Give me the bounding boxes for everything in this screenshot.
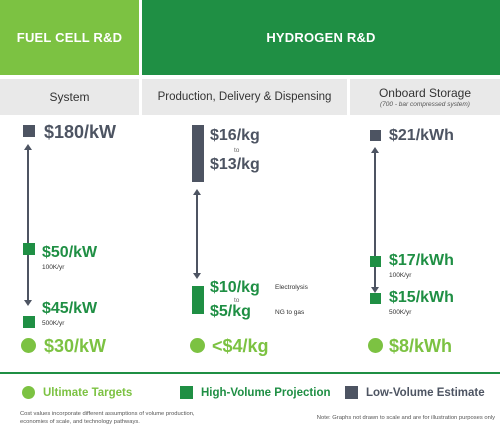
system-high-volume-1-note: 100K/yr bbox=[42, 264, 65, 271]
system-ultimate-marker bbox=[21, 338, 36, 353]
storage-low-volume-price: $21/kWh bbox=[389, 127, 454, 144]
storage-ultimate-marker bbox=[368, 338, 383, 353]
system-high-volume-1-marker bbox=[23, 243, 35, 255]
production-arrow-down bbox=[193, 273, 201, 279]
production-high-volume-1-note: Electrolysis bbox=[275, 284, 308, 291]
legend-divider bbox=[0, 372, 500, 374]
legend-high-volume-label: High-Volume Projection bbox=[201, 386, 331, 399]
system-arrow-down bbox=[24, 300, 32, 306]
production-ultimate-price: <$4/kg bbox=[212, 336, 269, 356]
storage-high-volume-1-note: 100K/yr bbox=[389, 272, 412, 279]
production-high-volume-2-note: NG to gas bbox=[275, 309, 305, 316]
hydrogen-header: HYDROGEN R&D bbox=[142, 0, 500, 75]
legend-ultimate-label: Ultimate Targets bbox=[43, 386, 133, 399]
storage-low-volume-marker bbox=[370, 130, 381, 141]
system-range-line bbox=[27, 150, 29, 300]
legend-high-volume-square-icon bbox=[180, 386, 193, 399]
production-high-volume-2-price: $5/kg bbox=[210, 303, 251, 320]
production-range-line bbox=[196, 195, 198, 273]
system-high-volume-2-note: 500K/yr bbox=[42, 320, 65, 327]
system-subheader-label: System bbox=[49, 90, 90, 104]
production-high-volume-marker bbox=[192, 286, 204, 314]
system-high-volume-2-price: $45/kW bbox=[42, 300, 98, 317]
fuel-cell-header-label: FUEL CELL R&D bbox=[16, 30, 123, 45]
production-low-volume-top-price: $16/kg bbox=[210, 127, 260, 144]
storage-range-line bbox=[374, 153, 376, 287]
system-high-volume-2-marker bbox=[23, 316, 35, 328]
production-arrow-up bbox=[193, 189, 201, 195]
system-low-volume-price: $180/kW bbox=[44, 122, 117, 142]
storage-arrow-up bbox=[371, 147, 379, 153]
storage-ultimate-price: $8/kWh bbox=[389, 336, 453, 356]
production-subheader-label: Production, Delivery & Dispensing bbox=[157, 91, 332, 103]
production-to-1: to bbox=[234, 147, 240, 154]
production-ultimate-marker bbox=[190, 338, 205, 353]
storage-arrow-down bbox=[371, 287, 379, 293]
system-ultimate-price: $30/kW bbox=[44, 336, 107, 356]
system-subheader: System bbox=[0, 79, 139, 115]
production-subheader: Production, Delivery & Dispensing bbox=[142, 79, 347, 115]
storage-high-volume-2-marker bbox=[370, 293, 381, 304]
storage-subheader-label: Onboard Storage bbox=[378, 86, 472, 100]
production-to-2: to bbox=[234, 297, 240, 304]
legend-low-volume-label: Low-Volume Estimate bbox=[366, 386, 485, 399]
storage-subheader: Onboard Storage (700 - bar compressed sy… bbox=[350, 79, 500, 115]
system-low-volume-marker bbox=[23, 125, 35, 137]
legend-ultimate-dot-icon bbox=[22, 386, 35, 399]
legend-low-volume: Low-Volume Estimate bbox=[345, 386, 485, 399]
legend-high-volume: High-Volume Projection bbox=[180, 386, 331, 399]
system-arrow-up bbox=[24, 144, 32, 150]
legend-ultimate: Ultimate Targets bbox=[22, 386, 132, 399]
storage-high-volume-1-price: $17/kWh bbox=[389, 252, 454, 269]
production-low-volume-marker bbox=[192, 125, 204, 182]
production-low-volume-bottom-price: $13/kg bbox=[210, 156, 260, 173]
storage-high-volume-2-price: $15/kWh bbox=[389, 289, 454, 306]
production-high-volume-1-price: $10/kg bbox=[210, 279, 260, 296]
storage-high-volume-1-marker bbox=[370, 256, 381, 267]
legend-low-volume-square-icon bbox=[345, 386, 358, 399]
hydrogen-header-label: HYDROGEN R&D bbox=[266, 30, 376, 45]
system-high-volume-1-price: $50/kW bbox=[42, 244, 98, 261]
footnote-right: Note: Graphs not drawn to scale and are … bbox=[316, 415, 495, 421]
storage-high-volume-2-note: 500K/yr bbox=[389, 309, 412, 316]
storage-subheader-note: (700 - bar compressed system) bbox=[380, 101, 470, 108]
footnote-left: Cost values incorporate different assump… bbox=[20, 411, 195, 425]
fuel-cell-header: FUEL CELL R&D bbox=[0, 0, 139, 75]
